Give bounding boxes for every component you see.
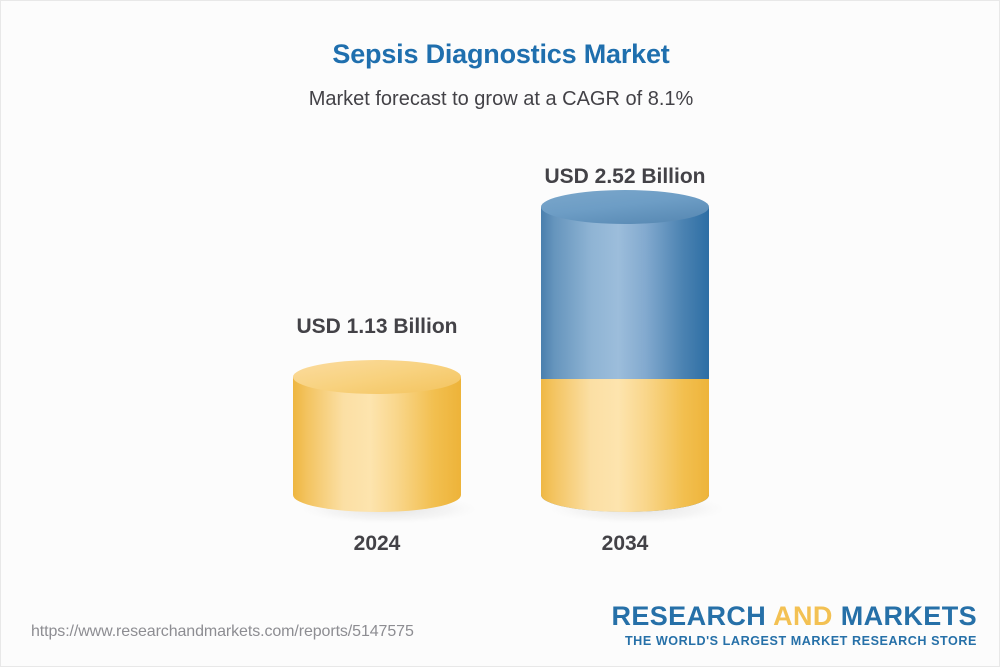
bar-top-cap-2034 — [541, 190, 709, 224]
brand-name-part1: RESEARCH — [611, 601, 774, 631]
bar-body-2024 — [293, 377, 461, 512]
chart-title: Sepsis Diagnostics Market — [332, 39, 670, 69]
value-label-2024: USD 1.13 Billion — [296, 315, 458, 338]
brand-tagline: THE WORLD'S LARGEST MARKET RESEARCH STOR… — [624, 634, 977, 648]
bar-top-cap-2024 — [293, 360, 461, 394]
plot-area: USD 1.13 Billion — [1, 1, 999, 601]
source-url[interactable]: https://www.researchandmarkets.com/repor… — [31, 623, 414, 640]
brand-name-and: AND — [773, 601, 833, 631]
value-label-2034: USD 2.52 Billion — [544, 165, 706, 188]
category-label-2024: 2024 — [353, 532, 401, 555]
bar-cylinder-2024 — [293, 360, 485, 525]
category-label-2034: 2034 — [601, 532, 649, 555]
bar-body-yellow-base-2034 — [541, 379, 709, 512]
brand-name: RESEARCH AND MARKETS — [611, 603, 977, 630]
brand-logo: RESEARCH AND MARKETS THE WORLD'S LARGEST… — [611, 603, 977, 648]
chart-subtitle: Market forecast to grow at a CAGR of 8.1… — [308, 88, 694, 110]
brand-name-part2: MARKETS — [832, 601, 977, 631]
bar-cylinder-2034 — [541, 190, 733, 525]
